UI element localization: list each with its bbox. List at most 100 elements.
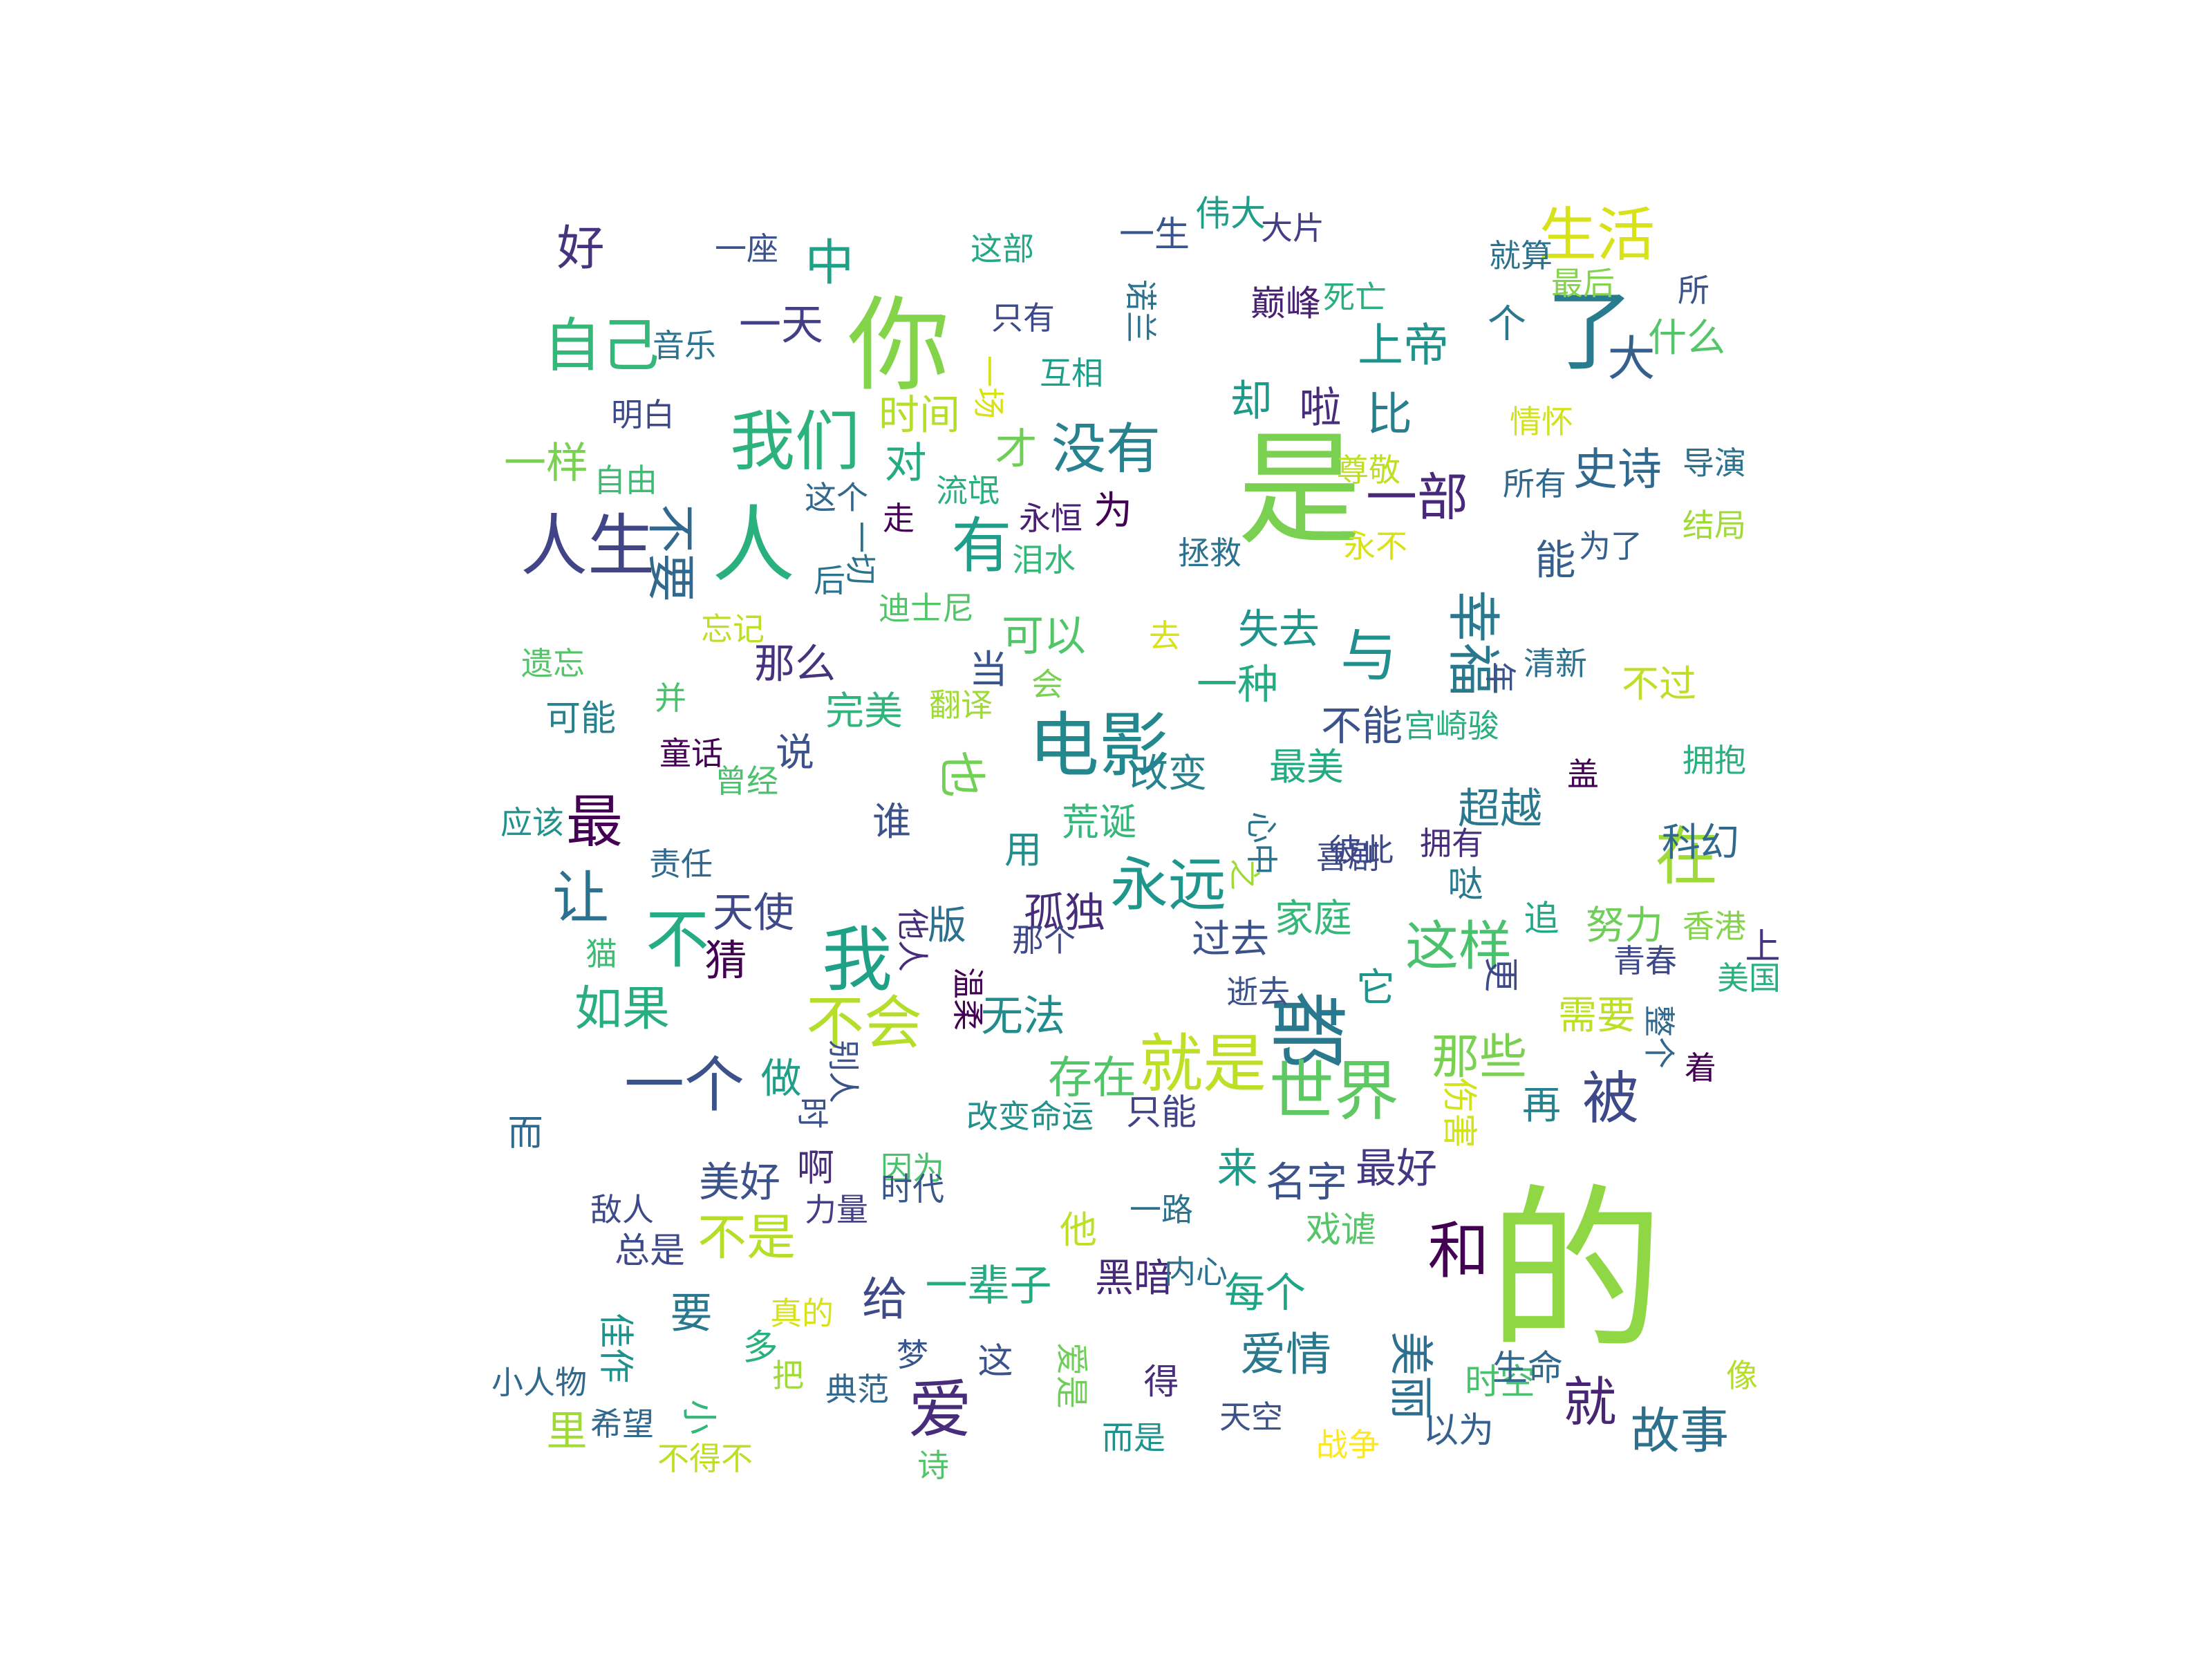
word-cloud-word: 啦 [1299,383,1342,433]
word-cloud-word: 忘记 [701,610,765,648]
word-cloud-word: 爱情 [1240,1328,1331,1381]
word-cloud-word: 小 [677,1399,719,1435]
word-cloud-word: 一辈子 [925,1261,1052,1311]
word-cloud-word: 应该 [500,804,564,841]
word-cloud-word: 喜剧 [1316,838,1380,876]
word-cloud-word: 需要 [1558,993,1635,1038]
word-cloud-word: 总是 [614,1230,686,1272]
word-cloud-word: 过去 [1192,917,1269,962]
word-cloud-word: 导演 [1683,444,1746,482]
word-cloud-word: 再 [1522,1083,1561,1128]
word-cloud-word: 所 [1678,272,1709,309]
word-cloud-word: 真的 [770,1295,834,1332]
word-cloud-word: 美国 [1717,959,1781,997]
word-cloud-word: 他 [1060,1208,1097,1252]
word-cloud-word: 更 [1479,957,1521,993]
word-cloud-word: 人生 [521,507,655,585]
word-cloud-word: 才 [995,424,1038,474]
word-cloud-word: 一天 [738,300,824,350]
word-cloud-word: 永远 [1109,851,1227,919]
word-cloud-word: 好 [556,221,605,276]
word-cloud-word: 一种 [1196,660,1279,709]
word-cloud-word: 梦 [897,1336,928,1374]
word-cloud-word: 时 [794,1097,831,1129]
word-cloud-word: 在 [1654,820,1719,894]
word-cloud-word: 而 [507,1113,543,1154]
word-cloud-word: 巅峰 [1250,283,1322,325]
word-cloud-word: 它 [1356,966,1395,1011]
word-cloud-word: 史诗 [1573,444,1662,496]
word-cloud-word: 有 [951,510,1012,581]
word-cloud-word: 最美 [1269,745,1344,789]
word-cloud-word: 不得不 [657,1440,753,1477]
word-cloud-word: 尊敬 [1337,451,1400,489]
word-cloud-word: 小人物 [491,1364,587,1401]
word-cloud-word: 中 [805,234,854,292]
word-cloud-word: 可以 [1001,611,1087,661]
word-cloud-word: 这个 [805,479,868,516]
word-cloud-word: 明白 [611,396,675,433]
word-cloud-word: 彼此 [1330,832,1394,869]
word-cloud-word: 温柔 [949,967,986,1031]
word-cloud-word: 生命 [1492,1348,1564,1389]
word-cloud-word: 清新 [1524,645,1587,682]
word-cloud-word: 伤害 [1438,1077,1479,1149]
word-cloud-word: 内心 [1164,1253,1228,1291]
word-cloud-word: 着 [1685,1049,1716,1087]
word-cloud-word: 一生 [1118,214,1190,256]
word-cloud-word: 后 [814,562,845,599]
word-cloud-word: 一场 [970,355,1007,419]
word-cloud-word: 没有 [1051,417,1161,481]
word-cloud-word: 做 [760,1054,802,1103]
word-cloud-word: 流氓 [936,472,1000,509]
word-cloud-word: 努力 [1586,903,1663,948]
word-cloud-word: 遗忘 [521,645,585,682]
word-cloud-word: 这 [977,1341,1013,1382]
word-cloud-word: 别人 [825,1040,862,1103]
word-cloud-word: 天使 [712,888,795,937]
word-cloud-word: 一个 [624,1049,744,1121]
word-cloud-word: 不会 [805,989,923,1057]
word-cloud-word: 当 [969,648,1008,693]
word-cloud-word: 谁 [872,800,911,845]
word-cloud-word: 存在 [1048,1053,1136,1104]
word-cloud-word: 故事 [1630,1402,1730,1460]
word-cloud-word: 改变命运 [966,1098,1094,1135]
word-cloud-word: 翻译 [929,686,993,724]
word-cloud-word: 美好 [698,1158,781,1206]
word-cloud-word: 死亡 [1323,279,1387,316]
word-cloud-word: 音乐 [653,327,716,364]
word-cloud-word: 曾经 [715,762,778,800]
word-cloud-word: 可能 [545,698,617,740]
word-cloud-word: 家庭 [1275,897,1352,941]
word-cloud-word: 比 [1367,388,1412,441]
word-cloud-word: 人 [712,498,795,594]
word-cloud-word: 走 [883,500,915,537]
word-cloud-word: 生活 [1538,201,1656,269]
word-cloud-word: 拥抱 [1683,742,1746,779]
word-cloud-word: 个 [1488,302,1526,347]
word-cloud-word: 最 [565,789,624,855]
word-cloud-word: 童话 [659,735,723,772]
word-cloud-word: 拯救 [1178,534,1241,572]
word-cloud-word: 不过 [1622,662,1696,706]
word-cloud-word: 所有 [1503,465,1566,503]
word-cloud-word: 情怀 [1510,403,1573,440]
word-cloud-word: 的 [1488,1169,1665,1375]
word-cloud-word: 自己 [543,312,660,379]
word-cloud-word: 与 [1340,624,1398,689]
word-cloud-word: 只有 [991,299,1055,337]
word-cloud-word: 爱 [908,1373,973,1447]
word-cloud-word: 那个 [1012,921,1076,959]
word-cloud-word: 得 [1143,1362,1179,1403]
word-cloud-word: 时空 [1464,1362,1536,1403]
word-cloud-word: 戏谑 [1305,1210,1377,1251]
word-cloud-word: 整个 [1640,1005,1678,1069]
word-cloud-word: 对 [884,438,927,488]
word-cloud-word: 年 [1481,662,1519,693]
word-cloud-word: 拥有 [1420,825,1483,862]
word-cloud-word: 大 [1607,331,1656,387]
word-cloud-word: 最好 [1355,1144,1438,1192]
word-cloud-word: 会 [1031,666,1063,703]
